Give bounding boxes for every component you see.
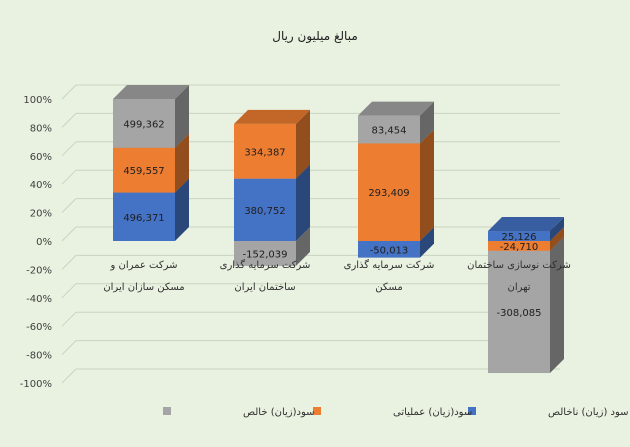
gridline — [61, 84, 560, 100]
bar-top — [358, 101, 434, 116]
y-tick-label: -80% — [26, 351, 52, 362]
data-label: 293,409 — [368, 188, 409, 199]
category-label: شرکت عمران و — [109, 260, 177, 271]
legend-label: سود(زیان) عملیاتی — [393, 407, 472, 418]
legend-swatch — [313, 407, 321, 415]
category-label: مسکن سازان ایران — [103, 282, 184, 293]
category-label: شرکت سرمایه گذاری — [344, 259, 435, 271]
bar-side — [296, 164, 310, 241]
bar-segment — [113, 85, 189, 148]
data-label: 499,362 — [123, 119, 164, 130]
bar-front — [113, 192, 175, 241]
bar-front — [488, 250, 550, 374]
bars-layer — [113, 85, 564, 374]
bar-segment — [488, 217, 564, 241]
category-label: شرکت سرمایه گذاری — [220, 259, 311, 271]
data-label: -152,039 — [243, 249, 288, 260]
data-label: 380,752 — [244, 206, 285, 217]
bar-side — [175, 178, 189, 241]
gridline — [61, 283, 560, 299]
bar-top — [234, 109, 310, 124]
y-tick-label: -20% — [26, 265, 52, 276]
x-axis-categories: شرکت عمران و مسکن سازان ایران شرکت سرمایه … — [103, 259, 571, 293]
bar-side — [420, 129, 434, 241]
bar-segment — [234, 109, 310, 179]
gridline — [61, 311, 560, 327]
data-label: 496,371 — [123, 213, 164, 224]
bar-side — [175, 133, 189, 193]
bar-front — [113, 99, 175, 148]
category-label: ساختمان ایران — [234, 282, 295, 293]
data-label: 83,454 — [372, 126, 407, 137]
legend-item: سود(زیان) خالص — [163, 407, 315, 418]
y-tick-label: 20% — [30, 209, 52, 220]
data-label: -308,085 — [497, 308, 542, 319]
y-axis: 100% 80% 60% 40% 20% 0% -20% -40% -60% -80% -100% — [20, 95, 52, 390]
legend-swatch — [468, 407, 476, 415]
bar-front — [234, 241, 296, 266]
bar-side — [550, 217, 564, 241]
bar-top — [488, 217, 564, 232]
bar-side — [296, 109, 310, 179]
y-tick-label: 100% — [23, 95, 52, 106]
data-labels-layer: 496,371 459,557 499,362 380,752 334,387 -152,… — [123, 119, 541, 319]
bar-front — [358, 115, 420, 144]
y-tick-label: 80% — [30, 123, 52, 134]
data-label: 25,126 — [502, 232, 537, 243]
grid-layer — [61, 84, 560, 384]
bar-front — [358, 241, 420, 258]
bar-side — [175, 85, 189, 148]
data-label: 334,387 — [244, 147, 285, 158]
category-label: مسکن — [375, 282, 402, 293]
bar-side — [420, 227, 434, 258]
bar-side — [296, 227, 310, 266]
y-tick-label: 60% — [30, 152, 52, 163]
bar-top — [113, 85, 189, 99]
y-tick-label: -40% — [26, 294, 52, 305]
bar-segment — [488, 236, 564, 374]
bar-front — [358, 143, 420, 241]
legend: سود (زیان) ناخالص سود(زیان) عملیاتی سود(زی… — [163, 407, 629, 418]
data-label: -24,710 — [500, 242, 539, 253]
legend-swatch — [163, 407, 171, 415]
bar-segment — [358, 101, 434, 144]
category-label: تهران — [507, 282, 530, 293]
data-label: 459,557 — [123, 166, 164, 177]
bar-side — [550, 227, 564, 251]
chart-title: مبالغ میلیون ریال — [272, 29, 358, 44]
y-tick-label: -60% — [26, 322, 52, 333]
gridline — [61, 368, 560, 384]
legend-label: سود(زیان) خالص — [243, 407, 315, 418]
legend-item: سود(زیان) عملیاتی — [313, 407, 472, 418]
gridline — [61, 340, 560, 355]
y-tick-label: -100% — [20, 379, 52, 390]
y-tick-label: 40% — [30, 180, 52, 191]
bar-side — [550, 236, 564, 374]
data-label: -50,013 — [370, 245, 409, 256]
bar-front — [488, 241, 550, 251]
category-label: شرکت نوسازی ساختمان — [467, 260, 571, 271]
bar-front — [113, 147, 175, 193]
legend-label: سود (زیان) ناخالص — [548, 407, 629, 418]
bar-side — [420, 101, 434, 144]
legend-item: سود (زیان) ناخالص — [468, 407, 629, 418]
bar-segment — [358, 129, 434, 241]
bar-front — [234, 178, 296, 241]
bar-front — [234, 123, 296, 179]
bar-front — [488, 231, 550, 241]
y-tick-label: 0% — [36, 237, 52, 248]
